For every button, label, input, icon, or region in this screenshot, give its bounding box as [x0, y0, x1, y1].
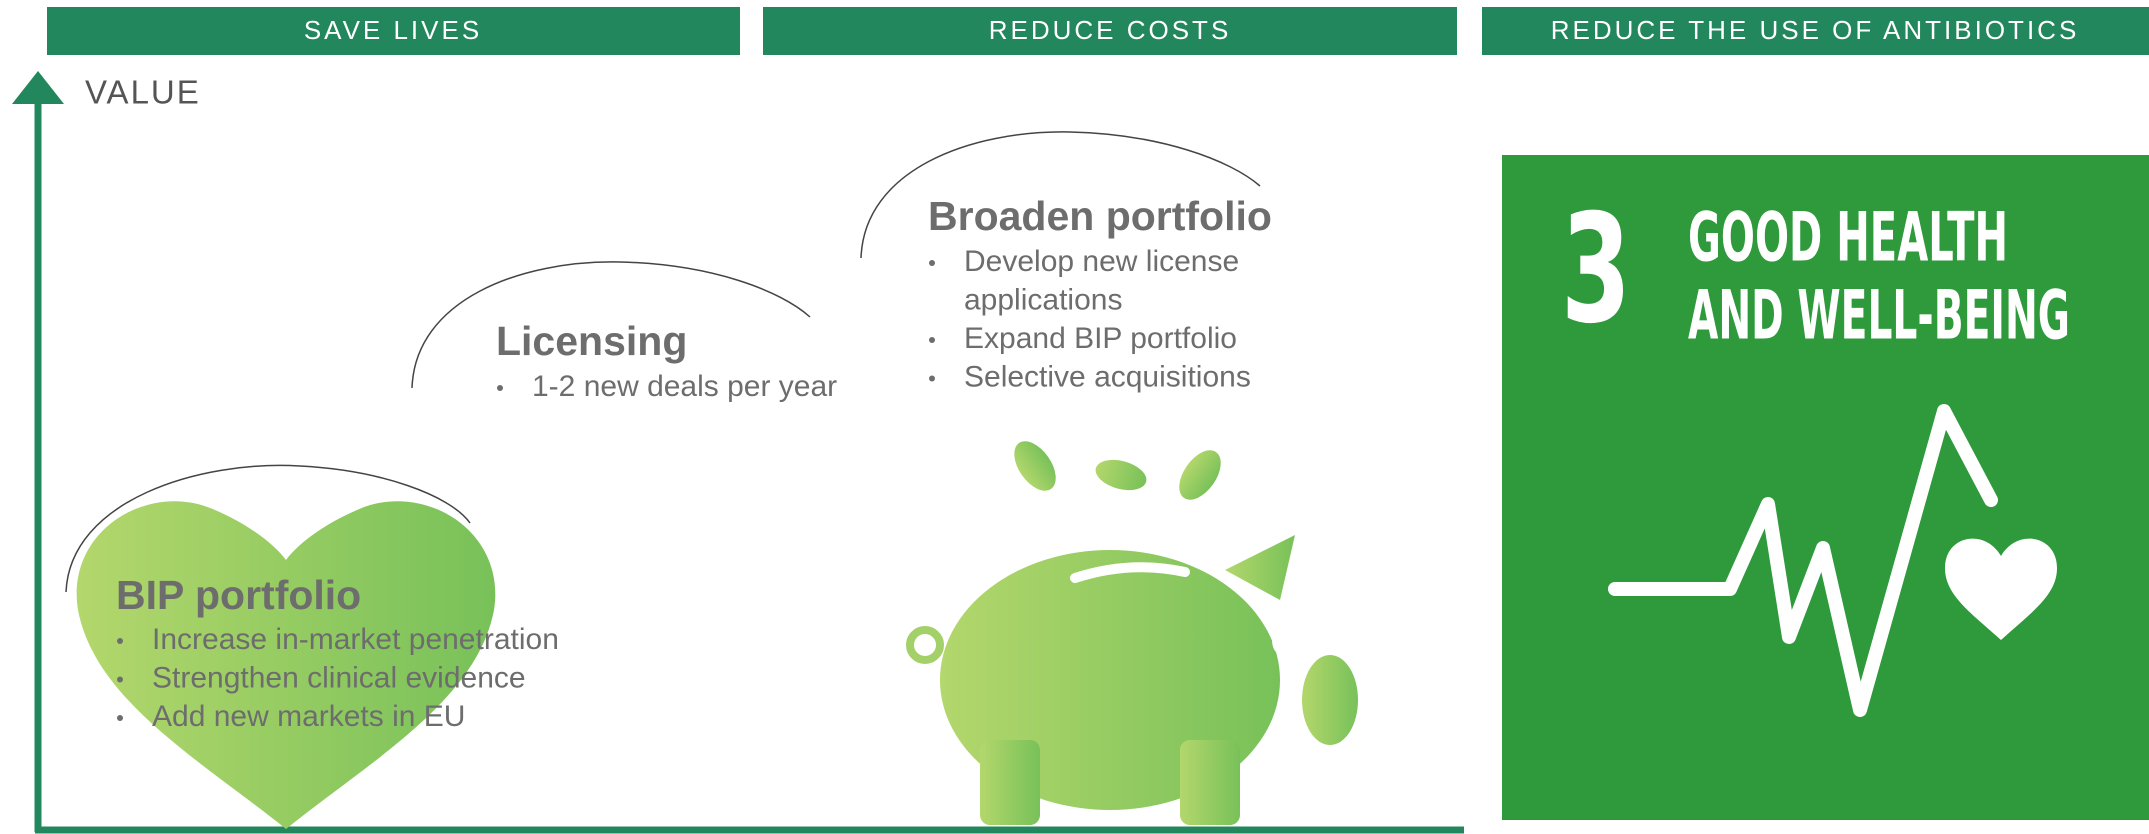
block-title: Broaden portfolio [928, 193, 1272, 239]
pig-eye [1272, 626, 1288, 654]
bullet-dot [929, 337, 935, 343]
bullet-dot [117, 676, 123, 683]
sdg-title: GOOD HEALTH [1688, 199, 2008, 278]
bullet-text: Strengthen clinical evidence [152, 661, 526, 694]
axis-label: VALUE [85, 74, 201, 111]
block-title: BIP portfolio [116, 572, 361, 618]
sdg-tile [1502, 155, 2149, 820]
header-bar [763, 7, 1457, 55]
arc [411, 261, 811, 389]
heart-shape [76, 501, 496, 829]
bullet-text: Selective acquisitions [964, 360, 1251, 393]
bullet-dot [117, 638, 123, 644]
header-label: REDUCE COSTS [989, 15, 1232, 45]
heartbeat-line [1608, 404, 1998, 717]
sdg-title: AND WELL-BEING [1688, 277, 2070, 356]
bullet-dot [929, 375, 935, 382]
bullet-text: Increase in-market penetration [152, 623, 559, 656]
bullet-text: 1-2 new deals per year [532, 370, 837, 403]
text-blocks: BIP portfolio Increase in-market penetrat… [116, 193, 1272, 733]
bullet-dot [117, 715, 123, 721]
bullet-text: applications [964, 283, 1122, 316]
axis-arrow [12, 71, 64, 104]
block-title: Licensing [496, 318, 687, 364]
bullet-dot [497, 385, 503, 391]
bullet-text: Add new markets in EU [152, 700, 465, 733]
header-label: SAVE LIVES [304, 15, 482, 45]
coin-slot [1070, 562, 1190, 583]
sdg-number: 3 [1561, 183, 1631, 357]
bullet-text: Develop new license [964, 245, 1239, 278]
header-bar [1482, 7, 2149, 55]
header-bar [47, 7, 740, 55]
sdg-heart [1945, 538, 2057, 640]
arc [860, 131, 1261, 259]
header-label: REDUCE THE USE OF ANTIBIOTICS [1551, 15, 2080, 45]
bullet-dot [929, 260, 935, 266]
piggy-bank [906, 441, 1358, 825]
bullet-text: Expand BIP portfolio [964, 322, 1237, 355]
arc [65, 464, 471, 593]
